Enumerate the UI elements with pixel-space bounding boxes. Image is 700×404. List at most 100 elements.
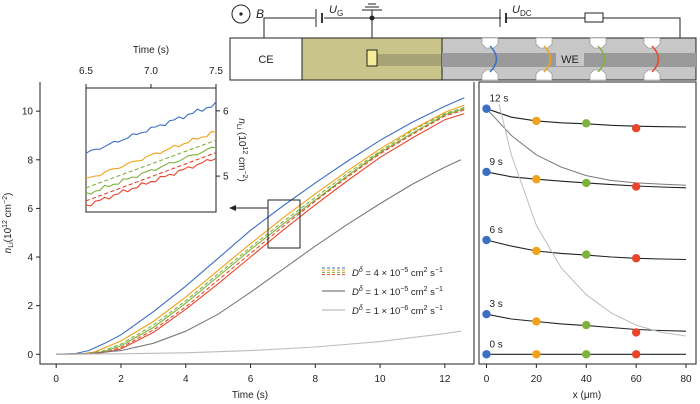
hall-contacts [481,37,661,81]
hall-contact [589,37,607,49]
inset-chart-x-ticks: 6.5 7.0 7.5 [79,66,223,88]
main-chart-frame [39,82,475,365]
profile-point-red [631,328,641,337]
series-line-red [56,113,465,355]
hall-contact [643,69,661,81]
working-electrode-label: WE [561,54,579,66]
x-tick-label: 12 [439,374,451,385]
series-line-green [85,146,217,195]
dc-source-gap [501,16,505,20]
gate-channel [372,54,442,66]
inset-chart-frame [85,87,217,213]
counter-electrode-label: CE [258,54,273,66]
hall-bar-arc-orange [543,45,552,73]
inset-chart-x-axis-label: Time (s) [133,45,169,56]
main-chart-series [56,97,465,355]
profile-point-red [631,123,641,133]
inset-chart-y-axis-label: nLi (1012 cm−2) [235,118,248,181]
profile-curve-gray_light [498,103,687,337]
profile-point-blue [482,104,491,113]
profile-point-red [631,254,641,263]
series-line-blue [85,101,217,154]
hall-contact [481,69,499,81]
series-line-red [85,157,217,207]
x-tick-label: 0 [484,374,490,385]
inset-chart-series [85,101,217,207]
series-line-orange [85,131,217,179]
series-line-green [56,108,465,355]
hall-bar-arc-blue [489,45,498,73]
magnetic-field-dot [239,12,243,16]
y-tick-label: 0 [27,350,33,361]
hall-bar-arc-green [597,45,606,73]
profile-point-orange [532,175,541,184]
series-line-green-dashed [85,139,217,189]
x-tick-label: 2 [118,374,124,385]
hall-contact [589,69,607,81]
y-tick-label: 8 [27,155,33,166]
profile-point-blue [482,235,491,245]
y-tick-label: 5 [223,172,229,183]
profile-point-red [631,350,641,359]
profile-time-label: 6 s [489,225,502,236]
profile-point-orange [532,116,541,126]
series-line-orange [56,104,465,355]
main-chart-y-axis-label: nLi(1012 cm−2) [2,193,15,254]
x-tick-label: 7.5 [209,66,223,77]
x-tick-label: 7.0 [144,66,158,77]
x-tick-label: 80 [680,374,692,385]
x-tick-label: 20 [531,374,543,385]
hall-contact [535,69,553,81]
series-line-green-dashed [56,106,465,355]
dc-voltage-label: UDC [512,4,532,18]
main-chart-y-ticks: 0 2 4 6 8 10 [22,107,40,361]
profile-time-label: 9 s [489,157,502,168]
magnetic-field-label: B [256,7,264,21]
gate-probe [366,49,378,67]
zoom-region-box [267,199,301,249]
profile-point-green [582,250,591,259]
profile-chart: 0 20 40 60 80 12 s 9 s 6 s 3 s 0 s x (μm) [478,81,697,401]
legend-label: Dδ = 1 × 10−5 cm2 s−1 [352,286,443,298]
profile-point-blue [482,309,491,319]
profile-point-orange [532,317,541,326]
hall-contact [481,37,499,49]
hall-bar-arc-red [651,45,660,73]
main-chart-x-axis-label: Time (s) [232,390,268,401]
profile-time-label: 12 s [489,94,508,105]
y-tick-label: 10 [22,107,34,118]
magnetic-field-symbol [231,4,251,24]
legend: Dδ = 4 × 10−5 cm2 s−1 Dδ = 1 × 10−5 cm2 s… [322,267,443,317]
profile-point-orange [532,350,541,359]
main-chart: 0 2 4 6 8 10 12 0 2 4 6 8 10 Time (s) nLi(1012 cm−2… [2,82,475,401]
profile-curve-gray_dark [486,108,687,186]
x-tick-label: 6.5 [79,66,93,77]
inset-chart: 6.5 7.0 7.5 56 Time (s) nLi (1012 cm−2) [79,45,248,213]
x-tick-label: 8 [313,374,319,385]
series-line-gray_light [56,330,462,355]
profile-chart-x-ticks: 0 20 40 60 80 [484,364,692,385]
series-line-blue [56,97,465,355]
profile-point-orange [532,246,541,256]
x-tick-label: 6 [248,374,254,385]
legend-label: Dδ = 4 × 10−5 cm2 s−1 [352,267,443,279]
y-tick-label: 6 [27,204,33,215]
circuit-wire [263,17,681,38]
profile-time-label: 3 s [489,299,502,310]
device-schematic: B UG UDC CE [229,3,697,81]
profile-point-green [582,350,591,359]
profile-chart-points [482,104,641,359]
working-electrode-label-bg [556,50,584,66]
series-line-red-dashed [85,152,217,202]
main-chart-x-ticks: 0 2 4 6 8 10 12 [53,364,451,385]
profile-point-green [582,119,591,128]
x-tick-label: 10 [375,374,387,385]
y-tick-label: 2 [27,301,33,312]
zoom-arrow-head [229,205,236,211]
resistor [584,12,604,23]
profile-point-blue [482,350,491,359]
profile-chart-time-labels: 12 s 9 s 6 s 3 s 0 s [489,94,508,351]
profile-chart-frame [478,81,697,365]
series-line-gray_dark [56,159,462,355]
